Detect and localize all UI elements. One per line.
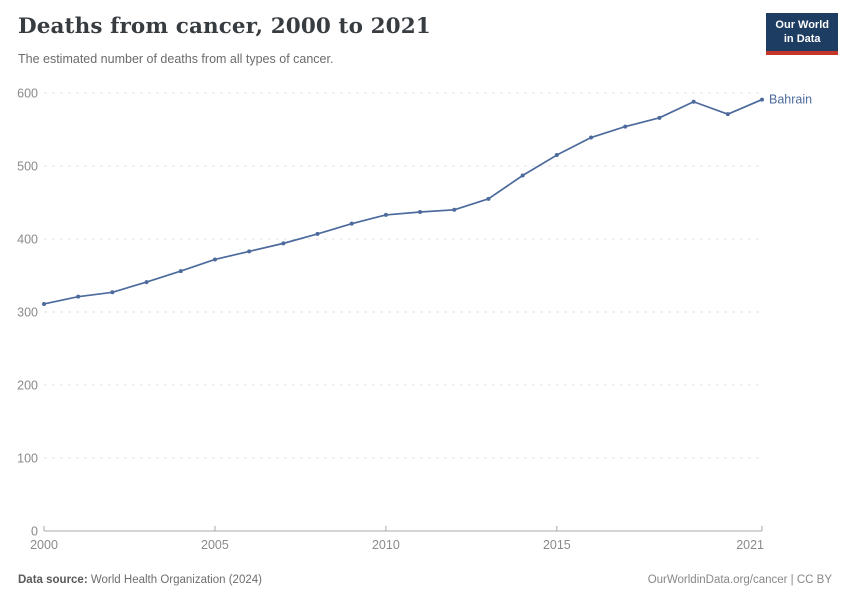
data-point[interactable]	[486, 196, 491, 201]
data-point[interactable]	[520, 173, 525, 178]
credit-link: OurWorldinData.org/cancer | CC BY	[647, 574, 832, 586]
y-tick-label: 600	[17, 87, 38, 101]
data-point[interactable]	[178, 269, 183, 274]
y-tick-label: 0	[31, 525, 38, 539]
data-line[interactable]	[43, 98, 763, 305]
owid-logo: Our World in Data	[766, 13, 838, 55]
y-tick-label: 500	[17, 160, 38, 174]
owid-logo-line2: in Data	[783, 33, 821, 46]
data-point[interactable]	[281, 241, 286, 246]
data-source-label: Data source:	[18, 574, 88, 586]
data-point[interactable]	[315, 231, 320, 236]
data-point[interactable]	[657, 115, 662, 120]
y-tick-label: 200	[17, 379, 38, 393]
chart-title: Deaths from cancer, 2000 to 2021	[18, 14, 431, 39]
data-point[interactable]	[725, 112, 730, 117]
data-point[interactable]	[247, 249, 252, 254]
y-tick-label: 400	[17, 233, 38, 247]
data-point[interactable]	[42, 301, 46, 306]
data-point[interactable]	[212, 257, 217, 262]
data-point[interactable]	[418, 209, 423, 214]
series-end-label: Bahrain	[769, 93, 812, 107]
data-point[interactable]	[589, 135, 594, 140]
chart-subtitle: The estimated number of deaths from all …	[18, 52, 334, 66]
x-tick-label: 2021	[736, 538, 764, 552]
data-point[interactable]	[623, 124, 628, 129]
y-tick-label: 100	[17, 452, 38, 466]
data-source: Data source: World Health Organization (…	[18, 574, 262, 586]
data-point[interactable]	[383, 212, 388, 217]
owid-logo-line1: Our World	[775, 19, 829, 31]
data-point[interactable]	[691, 99, 696, 104]
data-point[interactable]	[452, 207, 457, 212]
x-tick-label: 2005	[201, 538, 229, 552]
data-point[interactable]	[76, 294, 81, 299]
chart-footer: Data source: World Health Organization (…	[18, 574, 832, 586]
data-point[interactable]	[760, 97, 764, 102]
y-tick-label: 300	[17, 306, 38, 320]
data-point[interactable]	[349, 221, 354, 226]
data-point[interactable]	[554, 153, 559, 158]
x-tick-label: 2010	[372, 538, 400, 552]
data-source-value: World Health Organization (2024)	[87, 574, 262, 586]
x-tick-label: 2015	[543, 538, 571, 552]
data-point[interactable]	[110, 290, 115, 295]
x-tick-label: 2000	[30, 538, 58, 552]
data-point[interactable]	[144, 280, 149, 285]
